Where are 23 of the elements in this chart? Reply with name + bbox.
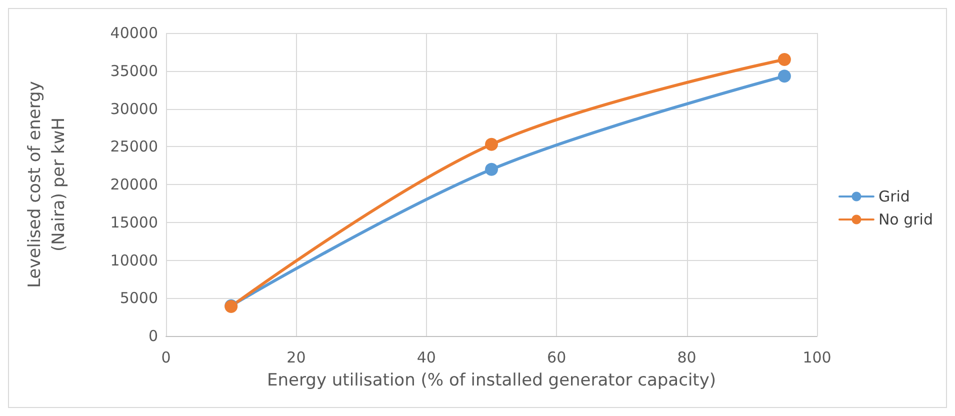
x-tick-label: 40 [416, 348, 436, 366]
y-tick-label: 30000 [110, 100, 158, 118]
y-tick-label: 10000 [110, 251, 158, 270]
legend-label: No grid [878, 210, 934, 228]
point [778, 53, 791, 66]
x-tick-label: 60 [547, 348, 566, 366]
x-tick-label: 100 [802, 348, 832, 366]
x-tick-label: 80 [677, 348, 696, 366]
x-tick-label: 20 [286, 348, 306, 366]
y-tick-label: 15000 [110, 213, 158, 232]
y-tick-label: 0 [148, 327, 158, 345]
y-tick-label: 20000 [110, 176, 158, 194]
y-tick-label: 25000 [110, 138, 158, 156]
legend-label: Grid [878, 188, 910, 206]
x-axis-title: Energy utilisation (% of installed generator capacity) [266, 370, 716, 390]
point [778, 70, 791, 83]
y-tick-label: 40000 [110, 24, 158, 42]
x-tick-label: 0 [161, 348, 171, 366]
y-tick-label: 35000 [110, 62, 158, 80]
y-axis-title: Levelised cost of energy (Naira) per kwH [25, 81, 69, 288]
y-tick-label: 5000 [120, 289, 158, 308]
point [485, 162, 498, 176]
point [485, 138, 498, 151]
